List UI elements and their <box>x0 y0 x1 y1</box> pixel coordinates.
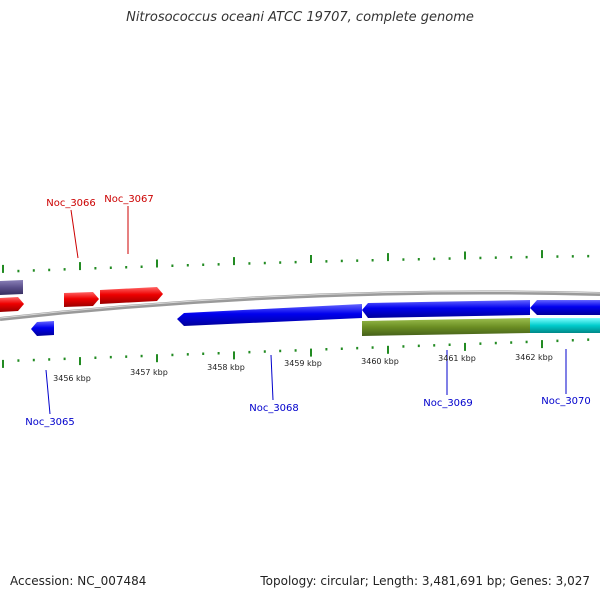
unlabeled-feature-cyan <box>530 318 600 333</box>
accession-text: Accession: NC_007484 <box>10 574 147 588</box>
gene-noc-3068 <box>177 304 362 326</box>
gene-noc-3069 <box>362 300 530 318</box>
unlabeled-feature-olive <box>362 318 530 336</box>
genome-backbone-highlight <box>0 290 600 319</box>
genome-backbone <box>0 290 600 321</box>
gene-noc-3070 <box>530 300 600 315</box>
gene-noc-3065 <box>31 321 54 336</box>
unlabeled-feature-left-purple <box>0 280 23 295</box>
scale-label: 3459 kbp <box>284 359 322 368</box>
map-title: Nitrosococcus oceani ATCC 19707, complet… <box>126 10 474 25</box>
gene-noc-3067 <box>100 287 163 304</box>
scale-label: 3461 kbp <box>438 354 476 363</box>
gene-label: Noc_3065 <box>25 417 75 428</box>
gene-label: Noc_3070 <box>541 396 591 407</box>
leader-noc-3068 <box>270 354 274 401</box>
scale-label: 3456 kbp <box>53 374 91 383</box>
gene-label: Noc_3068 <box>249 403 299 414</box>
topology-summary: Topology: circular; Length: 3,481,691 bp… <box>260 574 590 588</box>
leader-noc-3066 <box>70 209 79 259</box>
gene-label: Noc_3069 <box>423 398 473 409</box>
lower-tick-row <box>2 338 590 368</box>
unlabeled-feature-left-red <box>0 297 24 312</box>
scale-label: 3462 kbp <box>515 353 553 362</box>
leader-noc-3065 <box>45 369 51 415</box>
gene-label: Noc_3066 <box>46 198 96 209</box>
scale-label: 3457 kbp <box>130 368 168 377</box>
gene-label: Noc_3067 <box>104 194 154 205</box>
scale-label: 3458 kbp <box>207 363 245 372</box>
gene-noc-3066 <box>64 292 99 307</box>
scale-label: 3460 kbp <box>361 357 399 366</box>
upper-tick-row <box>2 250 590 273</box>
